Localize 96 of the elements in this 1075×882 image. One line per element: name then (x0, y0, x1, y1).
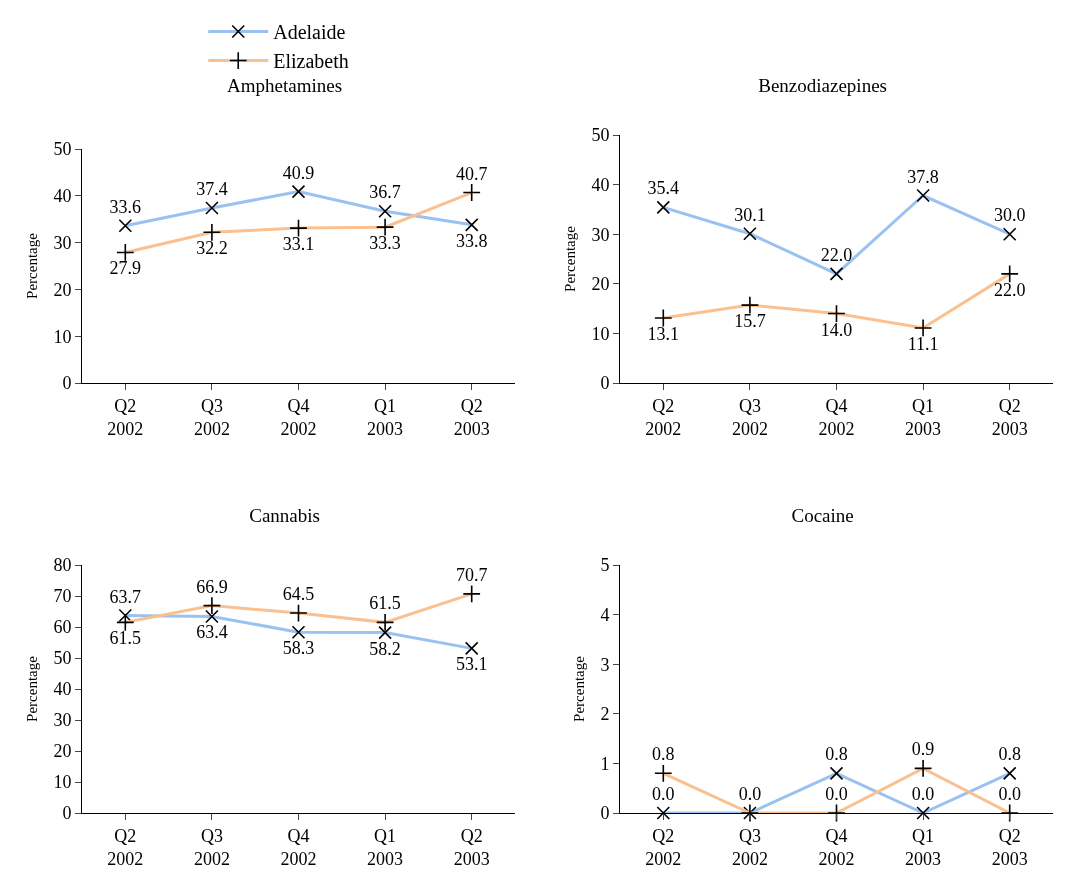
y-tick-label: 1 (600, 753, 610, 774)
x-tick-label: Q2 2003 (991, 395, 1028, 439)
y-axis-title: Percentage (570, 655, 587, 722)
y-tick-label: 10 (53, 326, 72, 347)
data-label: 27.9 (109, 258, 142, 279)
data-label: 33.6 (109, 196, 142, 217)
y-tick-label: 20 (53, 279, 72, 300)
data-label: 40.7 (455, 163, 488, 184)
chart-title: Amphetamines (227, 74, 343, 96)
y-tick-label: 0 (600, 803, 610, 824)
chart-title: Cocaine (791, 504, 854, 526)
y-tick-label: 40 (53, 186, 72, 207)
legend-label: Adelaide (273, 21, 346, 44)
data-label: 13.1 (647, 324, 680, 345)
y-tick-label: 10 (53, 772, 72, 793)
data-label: 64.5 (282, 584, 315, 605)
y-axis-title: Percentage (23, 232, 40, 299)
x-tick-label: Q2 2002 (645, 825, 682, 869)
data-label: 14.0 (820, 319, 853, 340)
y-tick-label: 80 (53, 555, 72, 576)
x-tick-label: Q4 2002 (280, 395, 317, 439)
x-tick-label: Q1 2003 (905, 395, 942, 439)
y-axis-title: Percentage (561, 225, 578, 292)
x-tick-label: Q2 2003 (453, 825, 490, 869)
x-tick-label: Q4 2002 (818, 825, 855, 869)
x-tick-label: Q2 2003 (453, 395, 490, 439)
x-tick-label: Q2 2003 (991, 825, 1028, 869)
data-label: 32.2 (196, 238, 228, 259)
data-label: 0.8 (652, 744, 675, 765)
y-tick-label: 3 (600, 654, 610, 675)
data-label: 58.3 (282, 638, 315, 659)
data-label: 61.5 (369, 593, 401, 614)
x-tick-label: Q1 2003 (367, 825, 404, 869)
data-label: 70.7 (455, 564, 488, 585)
x-tick-label: Q2 2002 (645, 395, 682, 439)
data-label: 30.1 (734, 204, 766, 225)
data-label: 11.1 (907, 333, 939, 354)
y-tick-label: 10 (591, 323, 610, 344)
x-tick-label: Q4 2002 (818, 395, 855, 439)
data-label: 61.5 (109, 628, 142, 649)
data-label: 63.7 (109, 586, 142, 607)
y-tick-label: 50 (53, 139, 72, 160)
y-tick-label: 0 (600, 373, 610, 394)
data-label: 40.9 (282, 162, 315, 183)
x-tick-label: Q3 2002 (731, 825, 768, 869)
y-tick-label: 70 (53, 586, 72, 607)
data-label: 33.8 (455, 230, 488, 251)
data-label: 37.4 (196, 178, 228, 199)
y-tick-label: 40 (53, 679, 72, 700)
data-label: 0.8 (998, 744, 1021, 765)
chart-title: Cannabis (249, 504, 320, 526)
data-label: 66.9 (196, 576, 228, 597)
x-tick-label: Q3 2002 (193, 825, 230, 869)
data-label: 0.0 (652, 784, 675, 804)
y-tick-label: 30 (53, 710, 72, 731)
y-tick-label: 4 (600, 604, 610, 625)
legend-label: Elizabeth (273, 50, 349, 73)
data-label: 35.4 (647, 178, 680, 199)
data-label: 0.0 (911, 784, 935, 804)
x-tick-label: Q1 2003 (905, 825, 942, 869)
y-tick-label: 20 (53, 741, 72, 762)
chart-title: Benzodiazepines (758, 74, 887, 96)
y-tick-label: 40 (591, 174, 610, 195)
y-tick-label: 30 (591, 224, 610, 245)
data-label: 53.1 (455, 654, 488, 675)
data-label: 33.3 (369, 233, 401, 254)
y-axis-title: Percentage (23, 655, 40, 722)
data-label: 0.8 (825, 744, 848, 765)
y-tick-label: 0 (62, 803, 72, 824)
x-tick-label: Q3 2002 (731, 395, 768, 439)
data-label: 36.7 (369, 182, 401, 203)
y-tick-label: 5 (600, 555, 610, 576)
y-tick-label: 0 (62, 373, 72, 394)
y-tick-label: 50 (591, 125, 610, 146)
data-label: 58.2 (369, 638, 401, 659)
data-label: 15.7 (734, 311, 766, 332)
x-tick-label: Q4 2002 (280, 825, 317, 869)
y-tick-label: 2 (600, 704, 610, 725)
y-tick-label: 50 (53, 648, 72, 669)
data-label: 33.1 (282, 234, 315, 255)
data-label: 0.0 (825, 784, 848, 804)
x-tick-label: Q2 2002 (107, 825, 144, 869)
y-tick-label: 60 (53, 617, 72, 638)
x-tick-label: Q1 2003 (367, 395, 404, 439)
y-tick-label: 30 (53, 232, 72, 253)
data-label: 22.0 (993, 279, 1026, 300)
x-tick-label: Q3 2002 (193, 395, 230, 439)
data-label: 0.0 (738, 784, 762, 804)
y-tick-label: 20 (591, 274, 610, 295)
data-label: 22.0 (820, 244, 853, 265)
data-label: 37.8 (907, 166, 939, 187)
data-label: 0.0 (998, 784, 1021, 804)
x-tick-label: Q2 2002 (107, 395, 144, 439)
data-label: 63.4 (196, 622, 228, 643)
data-label: 30.0 (993, 205, 1026, 226)
data-label: 0.9 (911, 739, 935, 760)
